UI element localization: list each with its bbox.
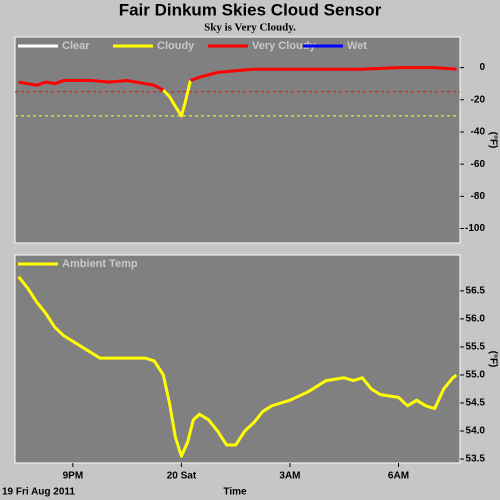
y-tick-label: -20 xyxy=(471,94,486,105)
chart-subtitle: Sky is Very Cloudy. xyxy=(204,22,296,34)
y-axis-label: (°F) xyxy=(487,132,498,149)
y-tick-label: 54.0 xyxy=(466,426,486,437)
legend-label: Very Cloudy xyxy=(252,40,316,52)
sky-line xyxy=(162,80,192,118)
date-label: 19 Fri Aug 2011 xyxy=(2,487,75,498)
chart-title: Fair Dinkum Skies Cloud Sensor xyxy=(119,0,382,19)
legend-label: Clear xyxy=(62,40,90,52)
x-tick-label: 9PM xyxy=(63,471,84,482)
legend-label: Ambient Temp xyxy=(62,258,138,270)
y-tick-label: -40 xyxy=(471,127,486,138)
sky-line xyxy=(189,66,457,82)
series-line xyxy=(17,275,458,458)
y-axis-label: (°F) xyxy=(487,351,498,368)
legend-label: Cloudy xyxy=(157,40,195,52)
plot-area xyxy=(14,254,461,464)
y-tick-label: -80 xyxy=(471,191,486,202)
y-tick-label: 55.0 xyxy=(466,370,486,381)
y-tick-label: 56.0 xyxy=(466,314,486,325)
x-axis-label: Time xyxy=(223,487,247,498)
y-tick-label: 0 xyxy=(479,62,485,73)
y-tick-label: -100 xyxy=(465,223,485,234)
y-tick-label: 54.5 xyxy=(466,398,486,409)
y-tick-label: 56.5 xyxy=(466,286,486,297)
y-tick-label: 55.5 xyxy=(466,342,486,353)
sky-line xyxy=(18,78,165,92)
legend-label: Wet xyxy=(347,40,367,52)
y-tick-label: -60 xyxy=(471,159,486,170)
x-tick-label: 6AM xyxy=(388,471,409,482)
x-tick-label: 3AM xyxy=(279,471,300,482)
y-tick-label: 53.5 xyxy=(466,454,486,465)
x-tick-label: 20 Sat xyxy=(167,471,197,482)
